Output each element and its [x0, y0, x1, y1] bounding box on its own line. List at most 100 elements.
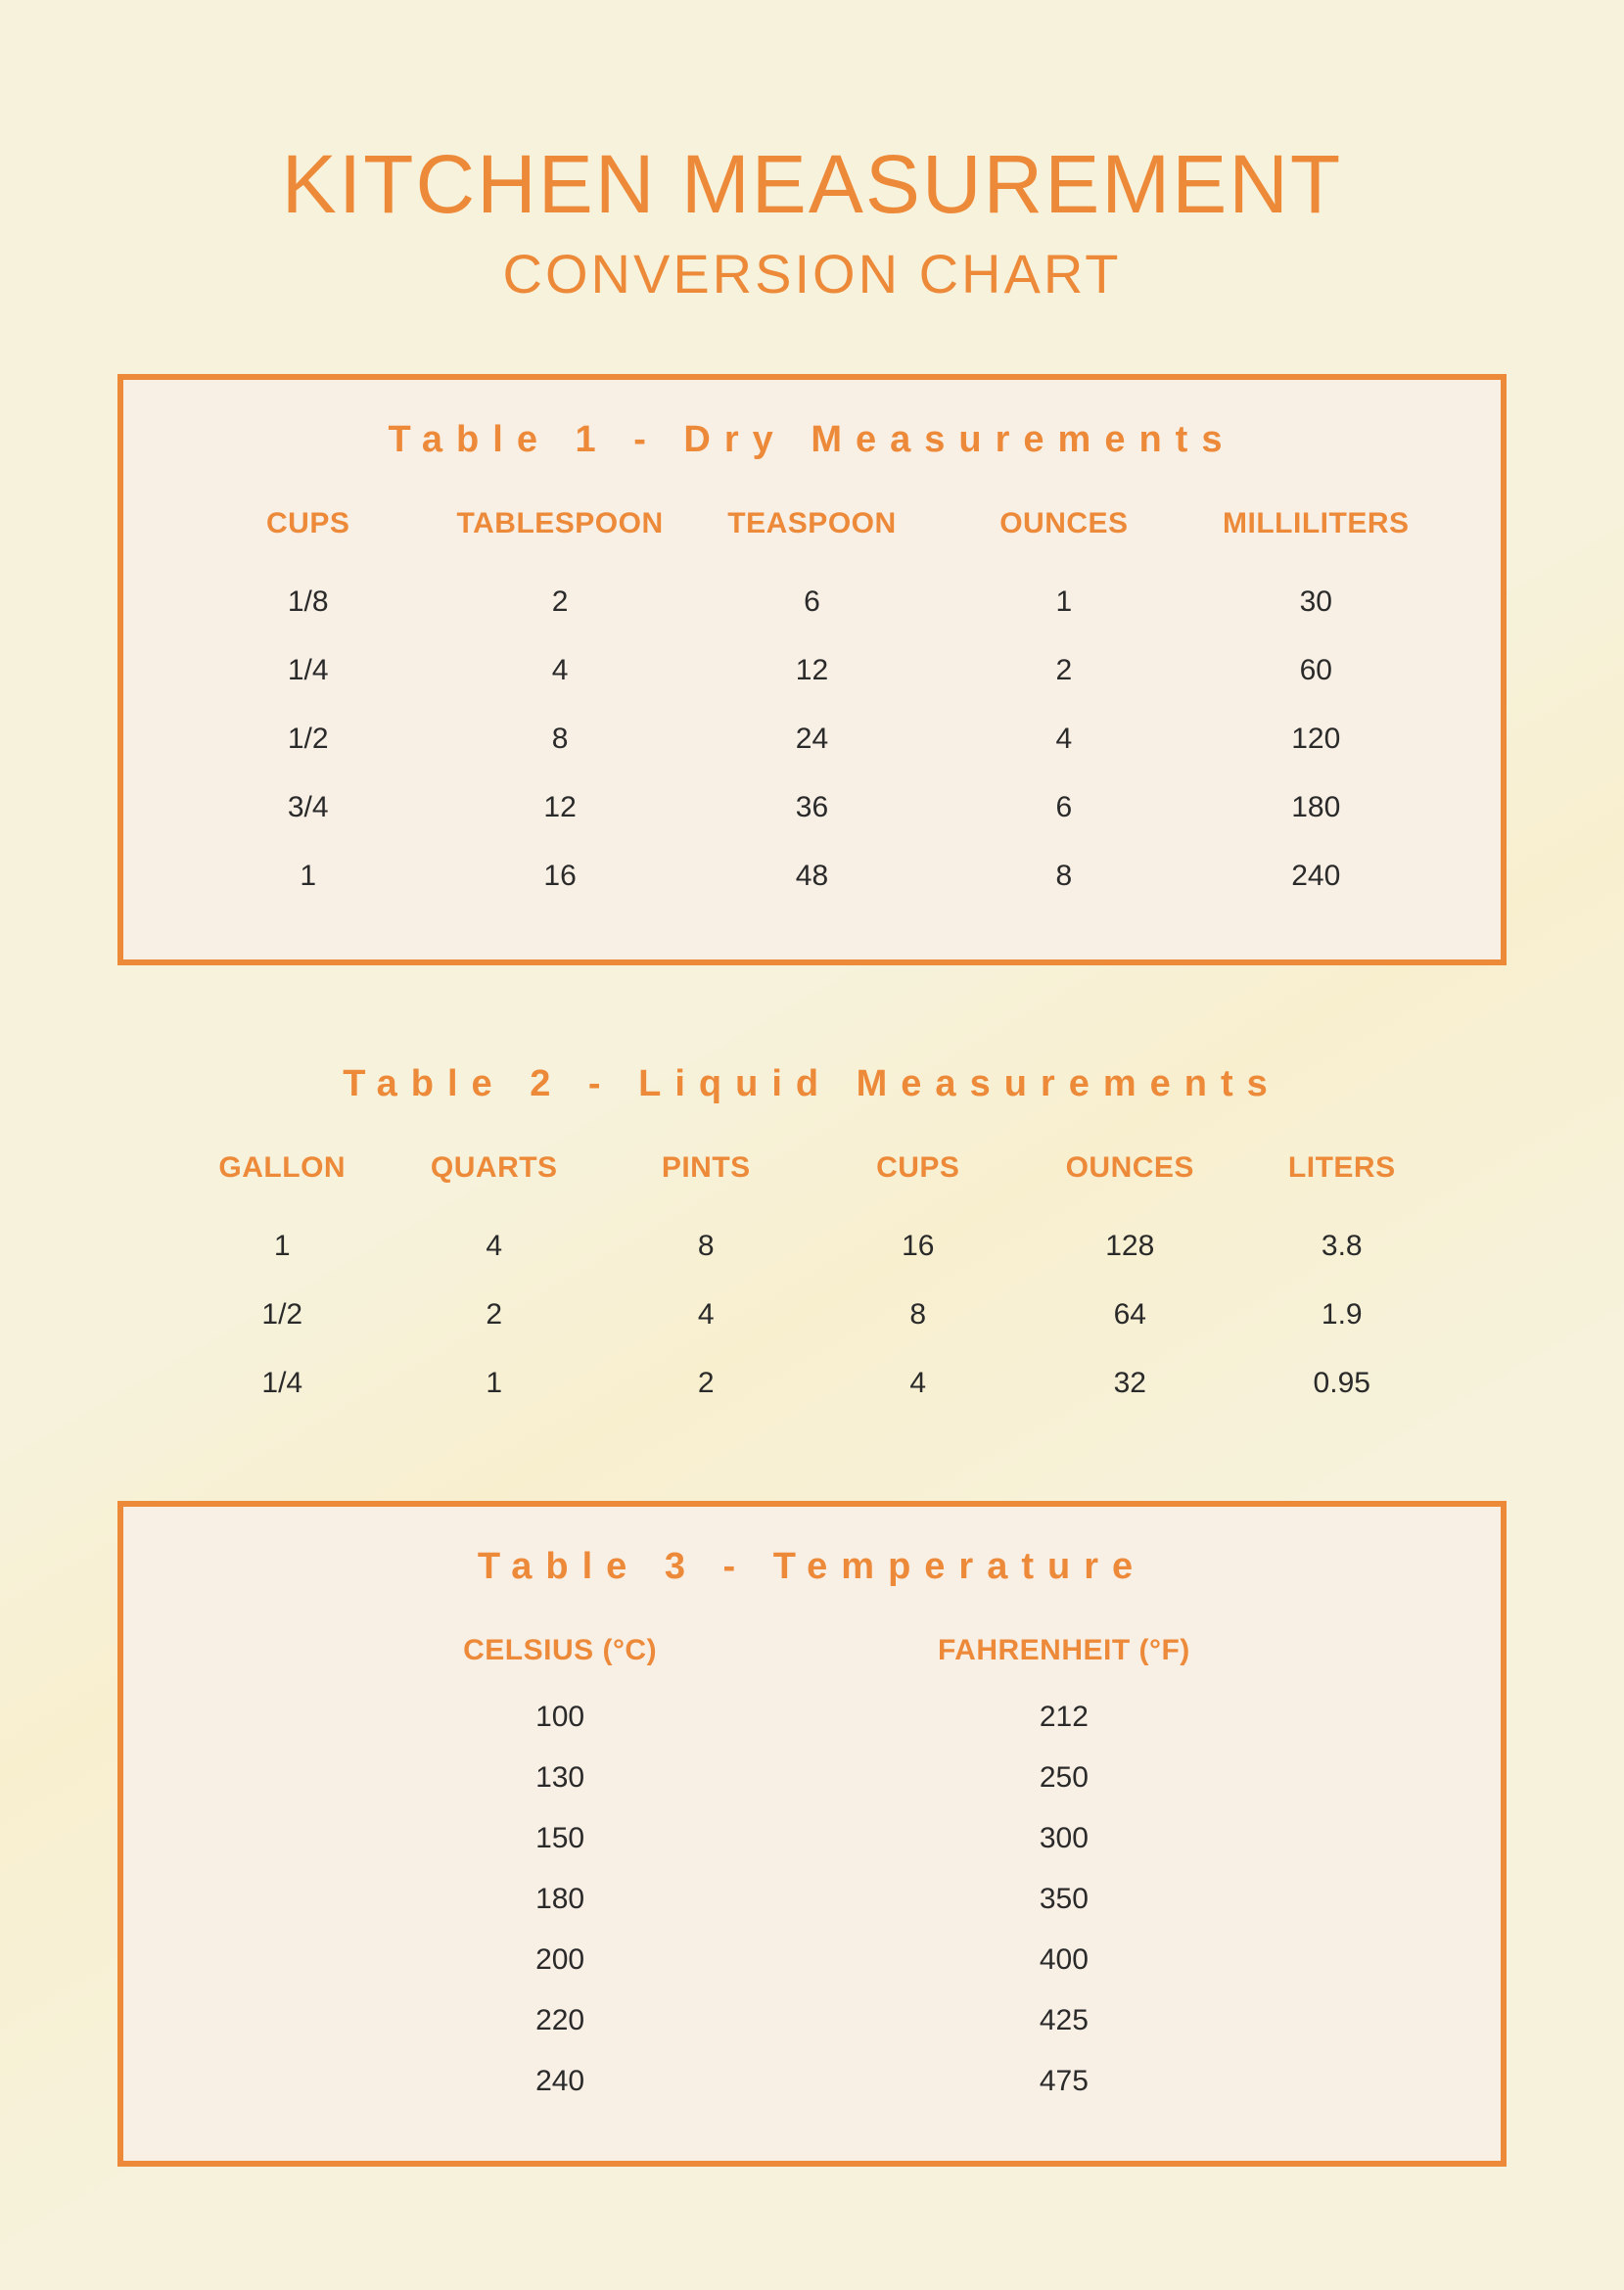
table-cell: 1/4: [176, 1349, 389, 1418]
table-2-block: Table 2 - Liquid Measurements GALLONQUAR…: [117, 1024, 1507, 1467]
table-cell: 2: [600, 1349, 812, 1418]
column-header: TABLESPOON: [434, 495, 685, 568]
column-header: LITERS: [1236, 1140, 1449, 1212]
table-row: 1/28244120: [182, 705, 1442, 773]
table-row: 1/2248641.9: [176, 1281, 1448, 1349]
column-header: OUNCES: [938, 495, 1189, 568]
table-2-title: Table 2 - Liquid Measurements: [176, 1063, 1448, 1105]
column-header: CUPS: [182, 495, 434, 568]
table-cell: 1/8: [182, 568, 434, 636]
table-cell: 6: [938, 773, 1189, 842]
table-row: 1/4412260: [182, 636, 1442, 705]
table-cell: 475: [812, 2051, 1317, 2112]
table-row: 1/826130: [182, 568, 1442, 636]
table-row: 1/4124320.95: [176, 1349, 1448, 1418]
table-cell: 400: [812, 1930, 1317, 1990]
table-cell: 4: [389, 1212, 601, 1281]
table-3-title: Table 3 - Temperature: [182, 1546, 1442, 1588]
table-cell: 1.9: [1236, 1281, 1449, 1349]
table-cell: 48: [686, 842, 938, 911]
table-cell: 8: [600, 1212, 812, 1281]
table-cell: 6: [686, 568, 938, 636]
table-cell: 180: [308, 1869, 812, 1930]
column-header: CUPS: [812, 1140, 1025, 1212]
table-cell: 12: [686, 636, 938, 705]
column-header: QUARTS: [389, 1140, 601, 1212]
table-2-header-row: GALLONQUARTSPINTSCUPSOUNCESLITERS: [176, 1140, 1448, 1212]
table-row: 240475: [308, 2051, 1317, 2112]
table-cell: 16: [434, 842, 685, 911]
table-cell: 250: [812, 1748, 1317, 1808]
page-title-block: KITCHEN MEASUREMENT CONVERSION CHART: [117, 137, 1507, 305]
table-cell: 2: [434, 568, 685, 636]
table-cell: 32: [1024, 1349, 1236, 1418]
table-cell: 30: [1190, 568, 1442, 636]
table-cell: 300: [812, 1808, 1317, 1869]
table-1-header-row: CUPSTABLESPOONTEASPOONOUNCESMILLILITERS: [182, 495, 1442, 568]
table-row: 100212: [308, 1687, 1317, 1748]
table-cell: 240: [308, 2051, 812, 2112]
table-row: 220425: [308, 1990, 1317, 2051]
table-row: 148161283.8: [176, 1212, 1448, 1281]
table-2: GALLONQUARTSPINTSCUPSOUNCESLITERS 148161…: [176, 1140, 1448, 1418]
column-header: OUNCES: [1024, 1140, 1236, 1212]
table-cell: 1: [176, 1212, 389, 1281]
table-cell: 16: [812, 1212, 1025, 1281]
table-3-card: Table 3 - Temperature CELSIUS (°C)FAHREN…: [117, 1501, 1507, 2167]
table-cell: 60: [1190, 636, 1442, 705]
column-header: FAHRENHEIT (°F): [812, 1622, 1317, 1687]
title-line-1: KITCHEN MEASUREMENT: [117, 137, 1507, 232]
title-line-2: CONVERSION CHART: [117, 242, 1507, 305]
column-header: TEASPOON: [686, 495, 938, 568]
table-row: 3/412366180: [182, 773, 1442, 842]
table-cell: 100: [308, 1687, 812, 1748]
table-cell: 3.8: [1236, 1212, 1449, 1281]
table-cell: 1/2: [182, 705, 434, 773]
table-row: 150300: [308, 1808, 1317, 1869]
column-header: PINTS: [600, 1140, 812, 1212]
table-cell: 180: [1190, 773, 1442, 842]
table-cell: 200: [308, 1930, 812, 1990]
table-1-card: Table 1 - Dry Measurements CUPSTABLESPOO…: [117, 374, 1507, 965]
table-1-title: Table 1 - Dry Measurements: [182, 419, 1442, 461]
table-cell: 4: [434, 636, 685, 705]
table-3-header-row: CELSIUS (°C)FAHRENHEIT (°F): [308, 1622, 1317, 1687]
table-cell: 212: [812, 1687, 1317, 1748]
table-cell: 128: [1024, 1212, 1236, 1281]
table-cell: 1: [389, 1349, 601, 1418]
table-cell: 220: [308, 1990, 812, 2051]
table-cell: 1: [938, 568, 1189, 636]
table-cell: 2: [938, 636, 1189, 705]
table-cell: 0.95: [1236, 1349, 1449, 1418]
table-3: CELSIUS (°C)FAHRENHEIT (°F) 100212130250…: [308, 1622, 1317, 2112]
table-cell: 4: [938, 705, 1189, 773]
table-cell: 8: [812, 1281, 1025, 1349]
table-cell: 4: [600, 1281, 812, 1349]
table-row: 130250: [308, 1748, 1317, 1808]
table-cell: 120: [1190, 705, 1442, 773]
table-cell: 2: [389, 1281, 601, 1349]
table-cell: 36: [686, 773, 938, 842]
table-row: 116488240: [182, 842, 1442, 911]
table-cell: 3/4: [182, 773, 434, 842]
column-header: CELSIUS (°C): [308, 1622, 812, 1687]
column-header: GALLON: [176, 1140, 389, 1212]
table-cell: 425: [812, 1990, 1317, 2051]
table-cell: 12: [434, 773, 685, 842]
table-1: CUPSTABLESPOONTEASPOONOUNCESMILLILITERS …: [182, 495, 1442, 911]
table-cell: 24: [686, 705, 938, 773]
table-cell: 240: [1190, 842, 1442, 911]
table-cell: 4: [812, 1349, 1025, 1418]
column-header: MILLILITERS: [1190, 495, 1442, 568]
table-row: 200400: [308, 1930, 1317, 1990]
table-cell: 130: [308, 1748, 812, 1808]
table-cell: 1/4: [182, 636, 434, 705]
table-cell: 150: [308, 1808, 812, 1869]
table-cell: 64: [1024, 1281, 1236, 1349]
table-cell: 8: [434, 705, 685, 773]
table-cell: 1: [182, 842, 434, 911]
table-cell: 1/2: [176, 1281, 389, 1349]
table-cell: 350: [812, 1869, 1317, 1930]
table-cell: 8: [938, 842, 1189, 911]
table-row: 180350: [308, 1869, 1317, 1930]
